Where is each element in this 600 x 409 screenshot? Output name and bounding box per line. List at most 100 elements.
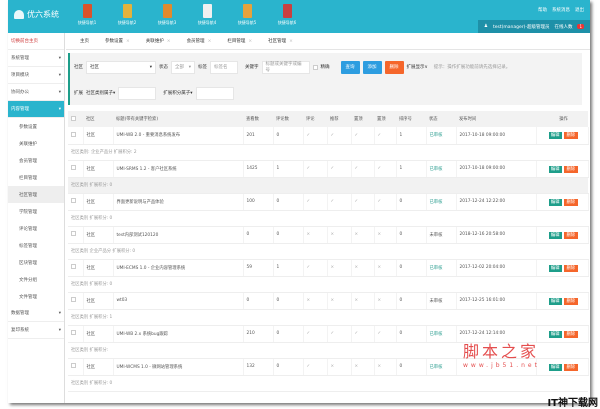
quick-nav-item[interactable]: 快捷导航5 xyxy=(232,4,262,26)
select-all-checkbox[interactable] xyxy=(71,115,76,121)
row-checkbox[interactable] xyxy=(71,198,76,203)
flag-cell[interactable]: × xyxy=(327,358,352,376)
edit-button[interactable]: 编辑 xyxy=(548,231,562,239)
delete-row-button[interactable]: 删除 xyxy=(563,165,579,173)
flag-cell[interactable]: × xyxy=(327,259,352,277)
sidebar-group[interactable]: 复印系统 ▾ xyxy=(8,322,64,339)
flag-cell[interactable]: ✓ xyxy=(327,193,352,211)
tab[interactable]: 会员管理 × xyxy=(187,38,212,44)
row-checkbox[interactable] xyxy=(71,297,76,302)
sidebar-item[interactable]: 区块管理 xyxy=(19,260,37,266)
flag-cell[interactable]: × xyxy=(374,358,397,376)
ext-display-dropdown[interactable]: 扩展显示∨ xyxy=(406,65,428,70)
tab[interactable]: 社区管理 × xyxy=(268,38,293,44)
flag-cell[interactable]: × xyxy=(351,292,375,310)
flag-cell[interactable]: × xyxy=(374,226,397,244)
edit-button[interactable]: 编辑 xyxy=(548,132,562,140)
top-link[interactable]: 帮助 xyxy=(538,8,547,13)
flag-cell[interactable]: ✓ xyxy=(351,325,375,343)
delete-button[interactable]: 删除 xyxy=(384,60,404,74)
flag-cell[interactable]: ✓ xyxy=(303,193,328,211)
quick-nav-item[interactable]: 快捷导航6 xyxy=(272,4,302,26)
add-button[interactable]: 添加 xyxy=(362,60,382,74)
flag-cell[interactable]: ✓ xyxy=(374,193,397,211)
sidebar-group[interactable]: 协同办公 ▾ xyxy=(8,84,64,101)
delete-row-button[interactable]: 删除 xyxy=(563,231,579,239)
sidebar-item[interactable]: 社区管理 xyxy=(8,186,64,203)
flag-cell[interactable]: ✓ xyxy=(374,325,397,343)
flag-cell[interactable]: × xyxy=(351,226,375,244)
sidebar-group[interactable]: 项目模块 ▾ xyxy=(8,67,64,84)
close-icon[interactable]: × xyxy=(126,39,130,44)
flag-cell[interactable]: ✓ xyxy=(303,127,328,145)
close-icon[interactable]: × xyxy=(166,39,171,44)
sidebar-group[interactable]: 数据管理 ▾ xyxy=(8,305,64,322)
flag-cell[interactable]: ✓ xyxy=(303,259,328,277)
sidebar-item[interactable]: 栏目管理 xyxy=(19,175,37,181)
delete-row-button[interactable]: 删除 xyxy=(563,132,579,140)
flag-cell[interactable]: × xyxy=(374,292,397,310)
delete-row-button[interactable]: 删除 xyxy=(563,330,579,338)
row-checkbox[interactable] xyxy=(71,165,76,170)
row-checkbox[interactable] xyxy=(71,330,76,335)
sidebar-group[interactable]: 内容管理 ▾ xyxy=(8,101,64,118)
keyword-input[interactable]: 标题或关键字或编号 xyxy=(261,60,310,74)
quick-nav-item[interactable]: 快捷导航3 xyxy=(152,4,182,26)
sidebar-item[interactable]: 标签管理 xyxy=(19,243,37,249)
sidebar-item[interactable]: 参数设置 xyxy=(19,124,37,130)
flag-cell[interactable]: ✓ xyxy=(374,127,397,145)
sidebar-home-link[interactable]: 切换前台主页 xyxy=(8,33,64,50)
flag-cell[interactable]: × xyxy=(351,259,375,277)
ext-field1-input[interactable] xyxy=(118,86,157,100)
quick-nav-item[interactable]: 快捷导航1 xyxy=(72,4,102,26)
flag-cell[interactable]: ✓ xyxy=(327,160,352,178)
close-icon[interactable]: × xyxy=(248,39,253,44)
tab[interactable]: 主页 xyxy=(80,38,89,44)
query-button[interactable]: 查询 xyxy=(340,60,360,74)
delete-row-button[interactable]: 删除 xyxy=(563,198,579,206)
row-checkbox[interactable] xyxy=(71,231,76,236)
flag-cell[interactable]: ✓ xyxy=(303,325,328,343)
row-checkbox[interactable] xyxy=(71,131,76,137)
flag-cell[interactable]: × xyxy=(303,226,328,244)
close-icon[interactable]: × xyxy=(289,39,293,44)
row-checkbox[interactable] xyxy=(71,264,76,269)
flag-cell[interactable]: ✓ xyxy=(327,325,352,343)
flag-cell[interactable]: × xyxy=(327,226,352,244)
flag-cell[interactable]: × xyxy=(374,259,397,277)
quick-nav-item[interactable]: 快捷导航4 xyxy=(192,4,222,26)
tab[interactable]: 关联维护 × xyxy=(146,38,171,44)
quick-nav-item[interactable]: 快捷导航2 xyxy=(112,4,142,26)
flag-cell[interactable]: ✓ xyxy=(351,160,375,178)
flag-cell[interactable]: ✓ xyxy=(351,193,375,211)
edit-button[interactable]: 编辑 xyxy=(548,264,562,272)
edit-button[interactable]: 编辑 xyxy=(548,297,562,305)
sidebar-item[interactable]: 关联维护 xyxy=(19,141,37,147)
community-select[interactable]: 社区 ▾ xyxy=(86,60,156,74)
flag-cell[interactable]: ✓ xyxy=(374,160,397,178)
close-icon[interactable]: × xyxy=(207,39,212,44)
delete-row-button[interactable]: 删除 xyxy=(563,363,579,371)
sidebar-item[interactable]: 评论管理 xyxy=(19,226,37,232)
edit-button[interactable]: 编辑 xyxy=(548,198,562,206)
top-link[interactable]: 退出 xyxy=(575,8,584,13)
edit-button[interactable]: 编辑 xyxy=(548,165,562,173)
flag-cell[interactable]: × xyxy=(351,358,375,376)
user-name[interactable]: test(manager)-超级管理员 xyxy=(492,24,550,30)
flag-cell[interactable]: × xyxy=(327,292,352,310)
sidebar-item[interactable]: 文件分组 xyxy=(19,277,37,283)
row-checkbox[interactable] xyxy=(71,363,76,368)
flag-cell[interactable]: × xyxy=(303,292,328,310)
tab[interactable]: 栏目管理 × xyxy=(227,38,252,44)
tab[interactable]: 参数设置 × xyxy=(105,38,130,44)
sidebar-item[interactable]: 文件管理 xyxy=(19,294,37,300)
delete-row-button[interactable]: 删除 xyxy=(563,297,579,305)
delete-row-button[interactable]: 删除 xyxy=(563,264,579,272)
flag-cell[interactable]: ✓ xyxy=(351,127,375,145)
flag-cell[interactable]: ✓ xyxy=(303,358,328,376)
sidebar-group[interactable]: 系统管理 ▾ xyxy=(8,50,64,67)
sidebar-item[interactable]: 学院管理 xyxy=(19,209,37,215)
status-select[interactable]: 全部 ▾ xyxy=(171,60,195,74)
tag-input[interactable]: 标签名 xyxy=(210,60,238,74)
top-link[interactable]: 系统消息 xyxy=(552,8,570,13)
